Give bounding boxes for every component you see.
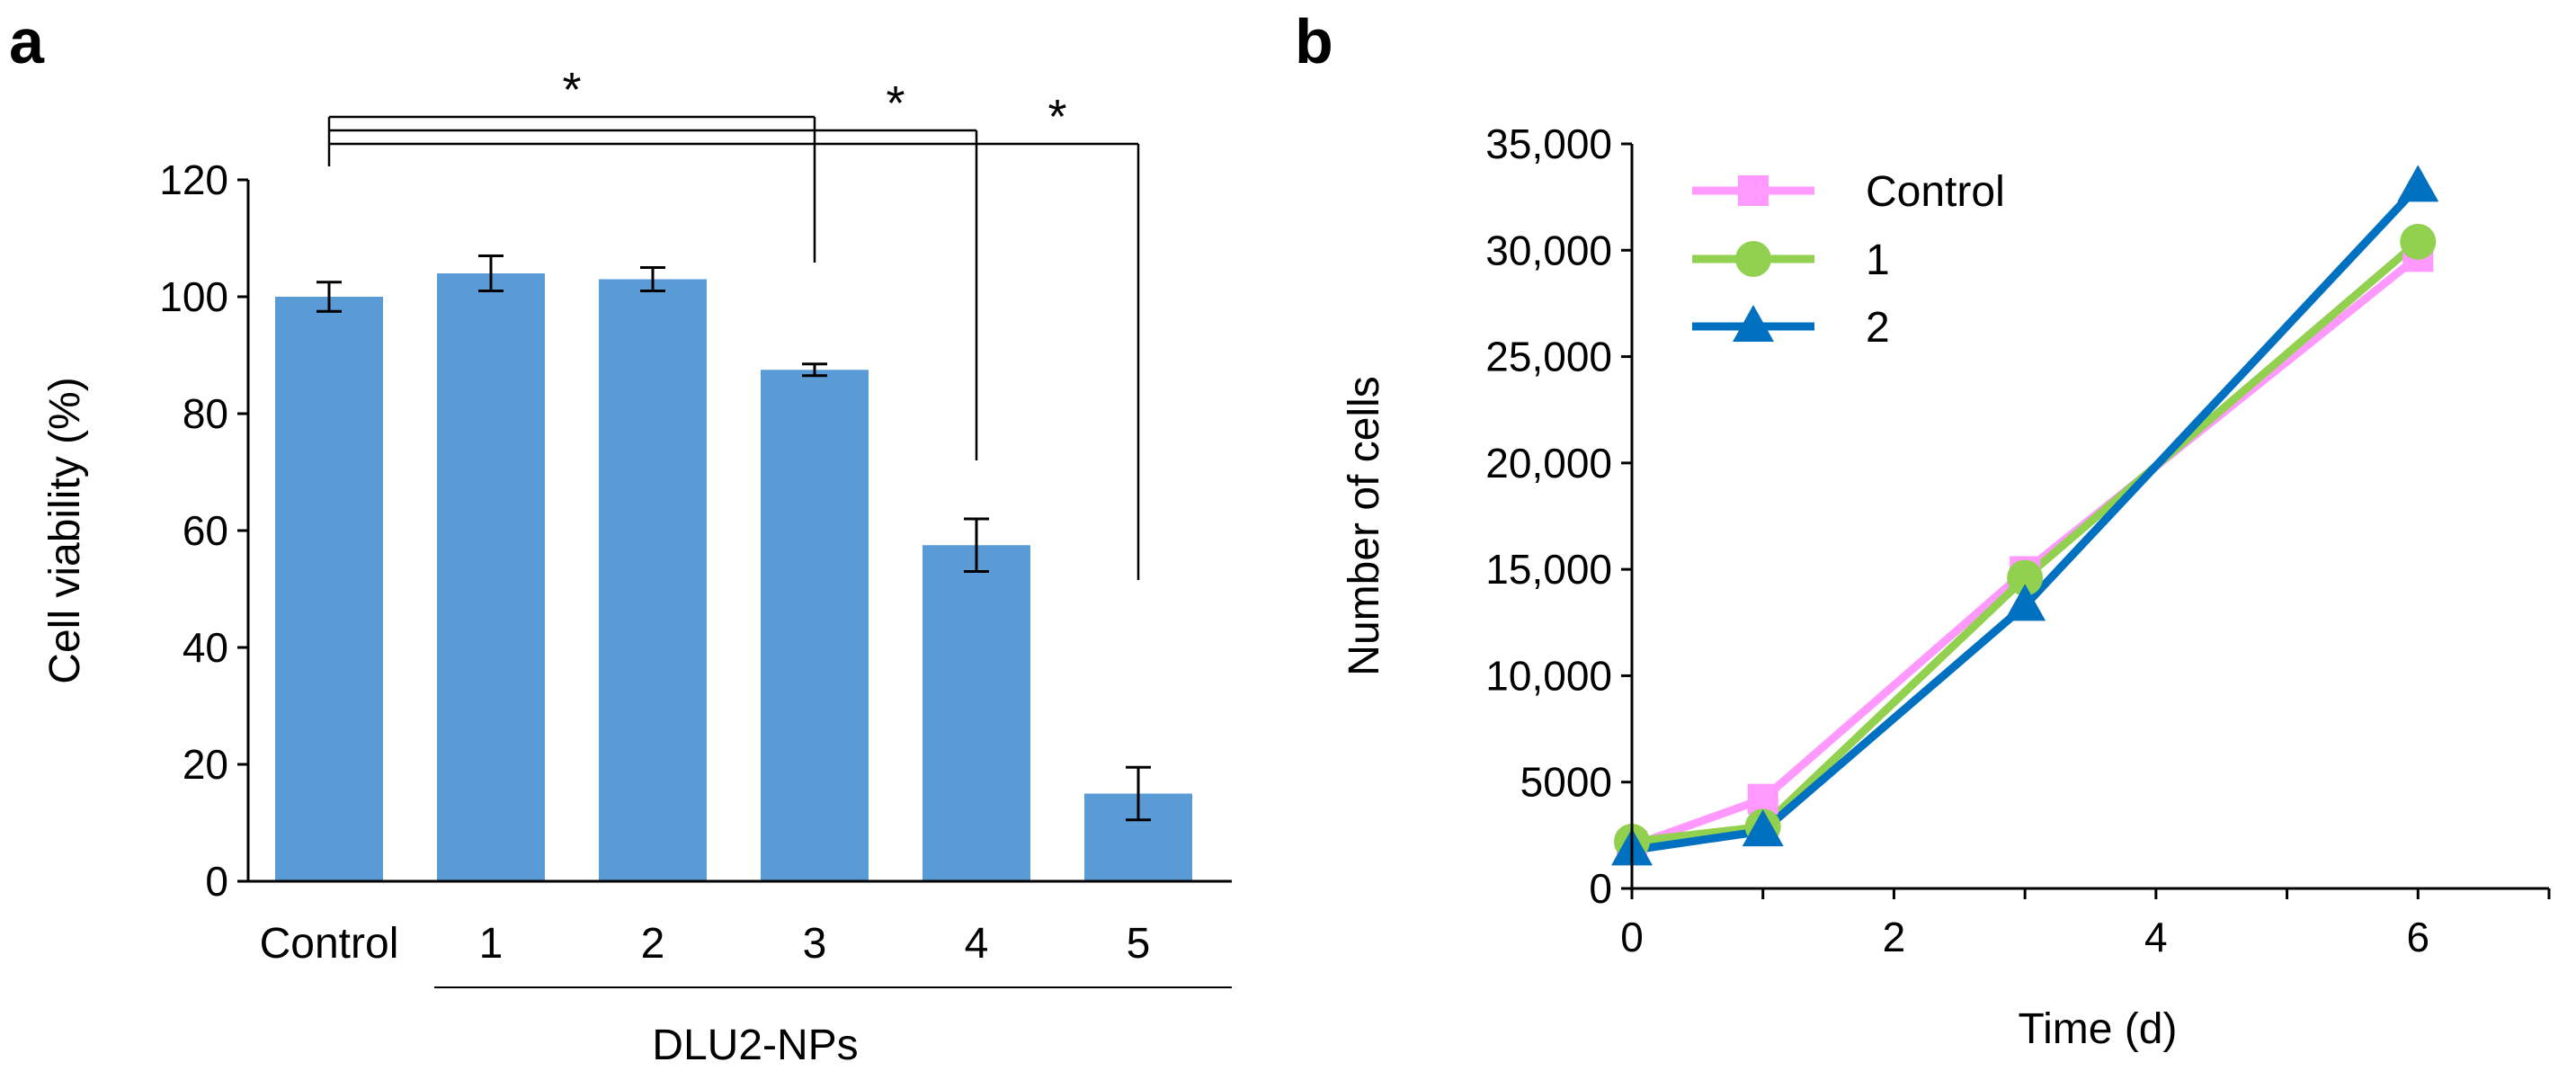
data-point-2 <box>2397 165 2439 202</box>
x-tick-label: 6 <box>2406 914 2429 960</box>
data-point-1 <box>2007 559 2044 596</box>
legend-label: 2 <box>1866 304 1890 352</box>
y-tick-label: 40 <box>183 624 228 671</box>
y-tick-label: 0 <box>1589 865 1612 912</box>
x-tick-label: 1 <box>479 920 504 968</box>
x-tick-label: 2 <box>1883 914 1906 960</box>
bar <box>761 370 869 881</box>
legend-marker <box>1735 241 1771 277</box>
data-point-2 <box>2004 584 2046 621</box>
x-tick-label: 0 <box>1620 914 1644 960</box>
bar <box>275 297 383 881</box>
y-tick-label: 20 <box>183 741 228 788</box>
y-tick-label: 10,000 <box>1485 652 1612 699</box>
y-tick-label: 100 <box>159 273 228 320</box>
panel-b-line-chart: b Number of cells Time (d) 0 5000 10,000 15… <box>1295 6 2551 1053</box>
panel-a-bar-chart: a Cell viability (%) 0 20 40 60 80 100 120 Con… <box>9 6 1232 1069</box>
data-point-2 <box>1742 809 1784 847</box>
panel-b-x-axis-title: Time (d) <box>2019 1005 2178 1053</box>
series-line-1 <box>1631 238 2421 846</box>
y-tick-label: 15,000 <box>1485 546 1612 593</box>
legend-marker <box>1733 305 1774 342</box>
legend: Control 1 2 <box>1692 168 2005 352</box>
x-tick-label: 3 <box>803 920 827 968</box>
x-tick-label: 4 <box>2144 914 2168 960</box>
y-tick-label: 0 <box>205 858 228 905</box>
panel-b-y-axis-title: Number of cells <box>1341 376 1388 675</box>
panel-b-label: b <box>1295 6 1333 76</box>
y-tick-label: 80 <box>183 390 228 437</box>
y-tick-label: 30,000 <box>1485 227 1612 273</box>
significance-star: * <box>886 76 905 130</box>
bar <box>437 273 545 881</box>
bar <box>599 279 707 881</box>
x-tick-label: 4 <box>965 920 989 968</box>
y-tick-label: 120 <box>159 156 228 203</box>
group-label: DLU2-NPs <box>652 1022 858 1069</box>
legend-label: Control <box>1866 168 2005 216</box>
y-tick-label: 35,000 <box>1485 120 1612 167</box>
y-tick-label: 5000 <box>1520 759 1612 806</box>
y-tick-label: 25,000 <box>1485 334 1612 380</box>
panel-a-label: a <box>9 6 45 76</box>
data-point-1 <box>2400 223 2437 260</box>
panel-a-y-axis-title: Cell viability (%) <box>41 377 89 683</box>
y-tick-label: 20,000 <box>1485 440 1612 486</box>
legend-label: 1 <box>1866 237 1890 284</box>
series-line-2 <box>1631 183 2421 854</box>
bar <box>923 545 1030 881</box>
y-tick-label: 60 <box>183 507 228 554</box>
x-tick-label: Control <box>260 920 399 968</box>
significance-star: * <box>1047 90 1066 144</box>
significance-star: * <box>562 63 581 117</box>
x-tick-label: 5 <box>1127 920 1151 968</box>
x-tick-label: 2 <box>641 920 665 968</box>
legend-marker <box>1738 175 1769 206</box>
